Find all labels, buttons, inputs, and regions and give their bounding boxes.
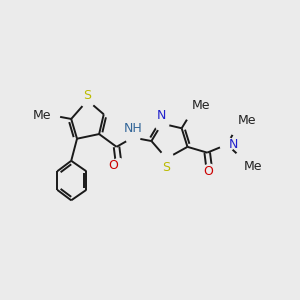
Text: N: N bbox=[157, 109, 167, 122]
Circle shape bbox=[46, 109, 60, 122]
Circle shape bbox=[155, 117, 169, 130]
Text: Me: Me bbox=[243, 160, 262, 172]
Text: O: O bbox=[203, 165, 213, 178]
Text: Me: Me bbox=[33, 109, 52, 122]
Text: N: N bbox=[229, 138, 238, 151]
Circle shape bbox=[184, 106, 198, 120]
Circle shape bbox=[229, 121, 243, 135]
Circle shape bbox=[235, 152, 249, 166]
Text: Me: Me bbox=[192, 99, 211, 112]
Text: S: S bbox=[83, 89, 92, 102]
Circle shape bbox=[220, 137, 234, 152]
Circle shape bbox=[126, 130, 140, 145]
Circle shape bbox=[160, 152, 173, 166]
Text: Me: Me bbox=[238, 114, 256, 127]
Circle shape bbox=[80, 93, 94, 107]
Text: NH: NH bbox=[124, 122, 142, 135]
Circle shape bbox=[112, 158, 126, 172]
Text: S: S bbox=[163, 161, 170, 174]
Circle shape bbox=[202, 164, 217, 178]
Text: O: O bbox=[108, 159, 118, 172]
